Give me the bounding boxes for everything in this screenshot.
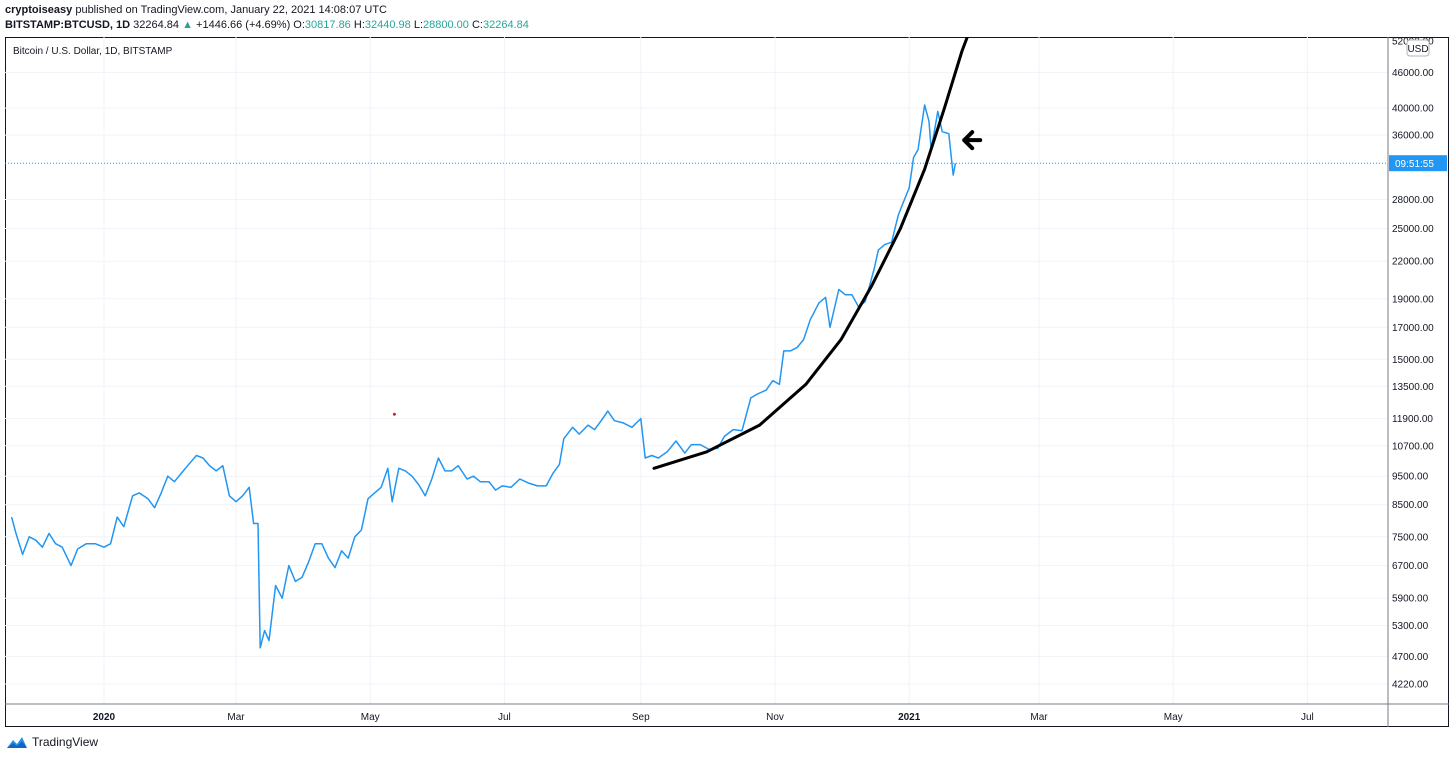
price-axis[interactable]: 52000.0046000.0040000.0036000.0028000.00…: [1387, 37, 1447, 727]
chart-header: cryptoiseasy published on TradingView.co…: [5, 3, 529, 33]
close-label: C:: [471, 19, 483, 31]
price-tick-label: 36000.00: [1392, 131, 1434, 142]
time-tick-label: Mar: [227, 712, 245, 723]
close-value: 32264.84: [482, 19, 529, 31]
change-value: +1446.66 (+4.69%): [196, 19, 291, 31]
price-tick-label: 4220.00: [1392, 680, 1429, 691]
price-tick-label: 7500.00: [1392, 532, 1429, 543]
publish-line: cryptoiseasy published on TradingView.co…: [5, 3, 529, 18]
time-tick-label: Nov: [766, 712, 784, 723]
currency-label: USD: [1407, 44, 1428, 55]
tradingview-logo-icon: [7, 737, 27, 748]
time-tick-label: May: [1164, 712, 1183, 723]
time-tick-label: Jul: [1301, 712, 1314, 723]
time-tick-label: Sep: [632, 712, 650, 723]
price-tick-label: 9500.00: [1392, 472, 1429, 483]
time-tick-label: Mar: [1030, 712, 1048, 723]
time-tick-label: 2021: [898, 712, 921, 723]
time-tick-label: May: [361, 712, 380, 723]
footer-brand[interactable]: TradingView: [6, 735, 98, 749]
price-tick-label: 25000.00: [1392, 224, 1434, 235]
grid-lines: [5, 37, 1388, 704]
price-tick-label: 10700.00: [1392, 441, 1434, 452]
last-price-badge: [1389, 155, 1447, 172]
trend-curve[interactable]: [652, 37, 980, 470]
marker-dot: [392, 412, 396, 416]
low-label: L:: [413, 19, 424, 31]
open-label: O:: [293, 19, 305, 31]
chart-frame: [5, 37, 1449, 727]
price-tick-label: 22000.00: [1392, 257, 1434, 268]
price-tick-label: 28000.00: [1392, 195, 1434, 206]
last-price: 32264.84: [133, 19, 180, 31]
time-tick-label: Jul: [498, 712, 511, 723]
price-tick-label: 17000.00: [1392, 323, 1434, 334]
currency-badge[interactable]: [1406, 39, 1430, 57]
author-name[interactable]: cryptoiseasy: [5, 4, 73, 16]
price-series-line[interactable]: [10, 104, 957, 649]
time-tick-label: 2020: [93, 712, 116, 723]
price-tick-label: 5300.00: [1392, 621, 1429, 632]
price-tick-label: 15000.00: [1392, 355, 1434, 366]
open-value: 30817.86: [304, 19, 351, 31]
price-tick-label: 11900.00: [1392, 414, 1433, 425]
plot-area: [5, 37, 1388, 649]
high-label: H:: [353, 19, 365, 31]
price-tick-label: 8500.00: [1392, 500, 1429, 511]
countdown-label: 09:51:55: [1395, 159, 1434, 170]
price-tick-label: 46000.00: [1392, 68, 1434, 79]
symbol-label: BITSTAMP:BTCUSD, 1D: [5, 19, 131, 31]
price-tick-label: 40000.00: [1392, 104, 1434, 115]
low-value: 28800.00: [423, 19, 469, 31]
price-tick-label: 13500.00: [1392, 382, 1434, 393]
price-tick-label: 6700.00: [1392, 561, 1429, 572]
price-tick-label: 5900.00: [1392, 594, 1429, 605]
price-chart[interactable]: 52000.0046000.0040000.0036000.0028000.00…: [5, 37, 1449, 727]
ohlc-line: BITSTAMP:BTCUSD, 1D 32264.84 ▲ +1446.66 …: [5, 18, 529, 33]
arrow-left-icon[interactable]: [962, 130, 983, 151]
price-tick-label: 19000.00: [1392, 294, 1434, 305]
price-tick-label: 4700.00: [1392, 652, 1429, 663]
high-value: 32440.98: [364, 19, 411, 31]
time-axis[interactable]: 2020 Mar May Jul Sep Nov 2021 Mar May Jul: [5, 703, 1449, 723]
footer-brand-label: TradingView: [32, 735, 99, 749]
chart-title: Bitcoin / U.S. Dollar, 1D, BITSTAMP: [13, 46, 173, 57]
published-text: published on TradingView.com, January 22…: [75, 4, 387, 16]
change-arrow: ▲: [182, 19, 193, 31]
